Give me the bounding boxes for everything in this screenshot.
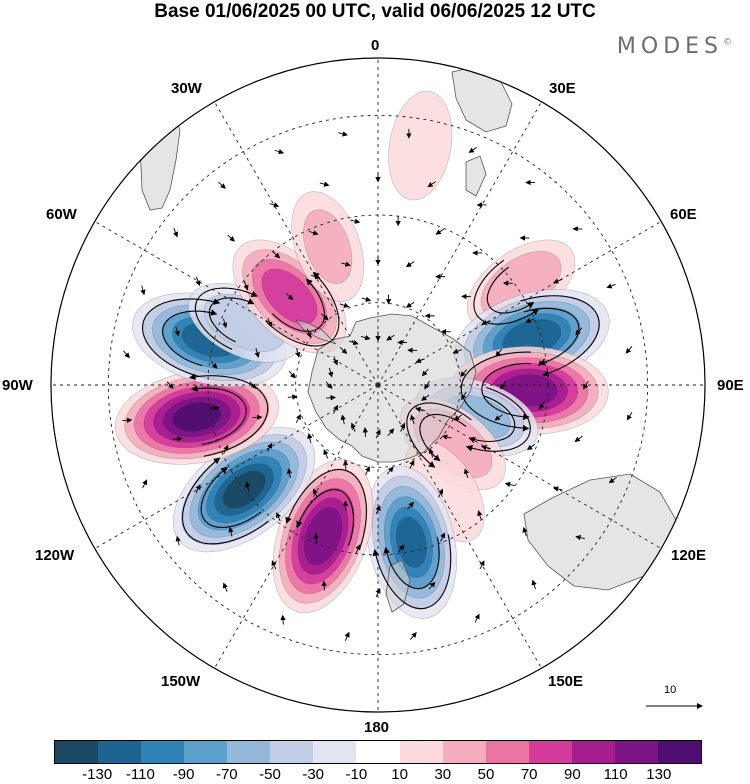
- lon-label-180: 180: [364, 720, 389, 736]
- colorbar-swatch: [529, 741, 572, 763]
- vector-reference: 10: [646, 684, 706, 714]
- colorbar-swatch: [658, 741, 701, 763]
- colorbar-tick-label: -90: [173, 766, 195, 783]
- colorbar-tick-label: 10: [391, 766, 408, 783]
- wind-arrow: [253, 417, 262, 418]
- colorbar-tick-label: -110: [126, 766, 155, 783]
- colorbar-swatch: [270, 741, 313, 763]
- colorbar-tick-label: -30: [302, 766, 324, 783]
- colorbar-swatch: [356, 741, 399, 763]
- colorbar-swatch: [486, 741, 529, 763]
- colorbar-swatch: [400, 741, 443, 763]
- lon-label-120w: 120W: [35, 548, 74, 564]
- lon-label-120e: 120E: [671, 548, 706, 564]
- colorbar-tick-label: 130: [646, 766, 671, 783]
- lon-label-0: 0: [371, 38, 379, 54]
- lon-label-60e: 60E: [670, 207, 697, 223]
- colorbar-swatch: [443, 741, 486, 763]
- wind-arrow: [326, 397, 335, 398]
- colorbar-tick-label: 50: [478, 766, 495, 783]
- wind-arrow: [288, 397, 297, 398]
- wind-arrow: [210, 408, 219, 409]
- colorbar-swatch: [98, 741, 141, 763]
- lon-label-30w: 30W: [171, 81, 202, 97]
- colorbar-swatch: [184, 741, 227, 763]
- polar-map: [0, 0, 750, 740]
- colorbar-tick-label: -50: [259, 766, 281, 783]
- colorbar-tick-label: 30: [434, 766, 451, 783]
- colorbar-swatch: [572, 741, 615, 763]
- colorbar-swatch: [615, 741, 658, 763]
- lon-label-150w: 150W: [161, 674, 200, 690]
- colorbar-ticks: -130 -110 -90 -70 -50 -30 -10 10 30 50 70 90 110 130: [54, 766, 702, 784]
- lon-label-90w: 90W: [2, 378, 33, 394]
- wind-arrow: [122, 420, 131, 421]
- colorbar-swatch: [313, 741, 356, 763]
- lon-label-90e: 90E: [717, 378, 744, 394]
- colorbar-swatch: [55, 741, 98, 763]
- colorbar-tick-label: -10: [346, 766, 368, 783]
- colorbar: [54, 740, 702, 764]
- lon-label-30e: 30E: [549, 81, 576, 97]
- colorbar-swatch: [141, 741, 184, 763]
- colorbar-tick-label: 110: [604, 766, 628, 783]
- colorbar-tick-label: -70: [216, 766, 238, 783]
- colorbar-tick-label: -130: [82, 766, 112, 783]
- wind-arrow: [173, 438, 182, 439]
- colorbar-swatch: [227, 741, 270, 763]
- colorbar-tick-label: 70: [521, 766, 538, 783]
- lon-label-60w: 60W: [46, 207, 77, 223]
- colorbar-tick-label: 90: [564, 766, 581, 783]
- map-disk: [40, 40, 720, 740]
- lon-label-150e: 150E: [548, 674, 583, 690]
